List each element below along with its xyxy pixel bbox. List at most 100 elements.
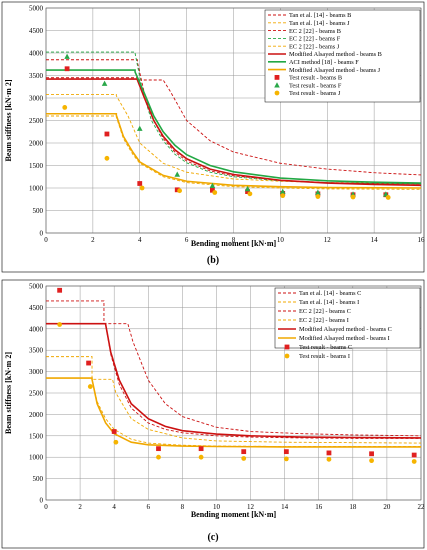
series-modified-alsayed-method-beams-i	[46, 377, 421, 448]
legend-label: Test result - beams B	[289, 75, 342, 82]
data-point	[411, 459, 417, 464]
x-tick-label: 0	[44, 236, 48, 244]
legend-item: ACI method [18] - beams F	[268, 59, 359, 66]
y-tick-label: 0	[40, 230, 44, 238]
legend-item: EC 2 [22] - beams I	[278, 317, 349, 324]
x-tick-label: 20	[383, 503, 391, 511]
data-point	[245, 189, 250, 194]
legend-label: EC 2 [22] - beams B	[289, 28, 341, 35]
data-point	[280, 193, 286, 199]
legend-label: Modified Alsayed method - beams B	[289, 51, 382, 58]
data-point	[385, 195, 391, 200]
legend-item: Tan et al. [14] - beams C	[278, 290, 361, 297]
legend-box	[264, 9, 421, 103]
series-ec-2-22-beams-b	[46, 59, 421, 185]
panel-c-plot-area	[45, 285, 422, 501]
y-tick-label: 2500	[29, 117, 44, 125]
data-point	[326, 456, 332, 462]
y-tick-label: 4000	[29, 325, 44, 333]
data-point	[86, 360, 92, 366]
panel-b-series-group	[46, 51, 421, 200]
series-line	[46, 356, 421, 444]
data-point	[139, 185, 145, 191]
legend-label: Modified Alsayed method - beams I	[299, 335, 390, 342]
data-point	[156, 454, 161, 460]
legend-label: ACI method [18] - beams F	[289, 59, 359, 66]
data-point	[326, 450, 332, 456]
y-tick-label: 2000	[29, 140, 44, 148]
panel-c-chart: 0 500 1000 1500 2000 2500 3000 3500 4000 4500 5000…	[1, 279, 425, 549]
series-line	[46, 377, 421, 448]
legend-item: Tan et al. [14] - beams J	[268, 20, 350, 27]
y-tick-label: 3000	[29, 368, 44, 376]
legend-label: Tan et al. [14] - beams C	[299, 290, 361, 297]
data-point	[174, 171, 181, 177]
legend-item: EC 2 [22] - beams J	[268, 43, 340, 50]
x-tick-label: 16	[315, 503, 323, 511]
data-point	[156, 446, 161, 452]
data-point	[247, 191, 253, 197]
data-point	[210, 187, 215, 193]
legend-box	[274, 287, 421, 349]
legend-swatch	[274, 82, 280, 88]
x-tick-label: 10	[277, 236, 285, 244]
data-point	[212, 190, 218, 195]
series-tan-et-al-14-beams-i	[46, 356, 421, 444]
y-tick-label: 3500	[29, 72, 44, 80]
legend-item: Test result - beams B	[274, 75, 342, 82]
legend-item: Modified Alsayed method - beams J	[268, 67, 381, 74]
x-tick-label: 0	[44, 503, 48, 511]
x-tick-label: 2	[78, 503, 82, 511]
series-modified-alsayed-method-beams-j	[46, 112, 421, 189]
data-point	[104, 131, 110, 137]
data-point	[198, 454, 204, 460]
x-tick-label: 12	[324, 236, 332, 244]
y-axis-title: Beam stiffness [kN·m 2]	[4, 79, 13, 161]
data-point	[209, 182, 216, 189]
y-tick-label: 4500	[29, 27, 44, 35]
data-point	[241, 456, 247, 461]
legend-label: EC 2 [22] - beams I	[299, 317, 349, 324]
x-tick-label: 6	[147, 503, 151, 511]
series-test-result-beams-c	[57, 287, 417, 458]
legend-swatch	[274, 75, 280, 80]
series-line	[46, 78, 421, 187]
legend-label: EC 2 [22] - beams C	[299, 308, 351, 315]
legend-label: Test result - beams C	[299, 344, 352, 351]
data-point	[64, 66, 70, 72]
legend-item: Tan et al. [14] - beams B	[268, 12, 351, 19]
data-point	[241, 449, 247, 455]
x-tick-label: 14	[371, 236, 379, 244]
series-aci-method-18-beams-f	[46, 69, 421, 184]
y-tick-label: 500	[33, 475, 44, 483]
data-point	[315, 189, 321, 195]
data-point	[87, 384, 93, 389]
x-tick-label: 12	[247, 503, 255, 511]
panel-b-plot-area	[45, 7, 422, 234]
x-tick-label: 8	[232, 236, 236, 244]
series-line	[46, 59, 421, 185]
data-point	[174, 187, 180, 193]
legend-label: Test result - beams F	[289, 82, 342, 89]
data-point	[64, 53, 70, 59]
legend-label: Tan et al. [14] - beams I	[299, 299, 359, 306]
series-test-result-beams-i	[57, 322, 417, 464]
x-tick-label: 18	[349, 503, 357, 511]
x-axis-title: Bending moment [kN·m]	[191, 239, 277, 248]
data-point	[315, 194, 321, 199]
legend-item: EC 2 [22] - beams F	[268, 36, 341, 43]
x-axis-title: Bending moment [kN·m]	[191, 510, 277, 519]
legend-swatch	[284, 344, 290, 350]
y-axis-title: Beam stiffness [kN·m 2]	[4, 352, 13, 434]
legend-item: Test result - beams C	[284, 344, 352, 351]
x-tick-label: 10	[213, 503, 221, 511]
legend-item: Modified Alsayed method - beams C	[278, 326, 392, 333]
y-tick-label: 1500	[29, 162, 44, 170]
legend-item: Test result - beams F	[274, 82, 342, 89]
legend-swatch	[274, 90, 280, 96]
y-tick-label: 4000	[29, 50, 44, 58]
y-tick-label: 2500	[29, 390, 44, 398]
x-tick-label: 8	[181, 503, 185, 511]
y-tick-label: 3500	[29, 347, 44, 355]
